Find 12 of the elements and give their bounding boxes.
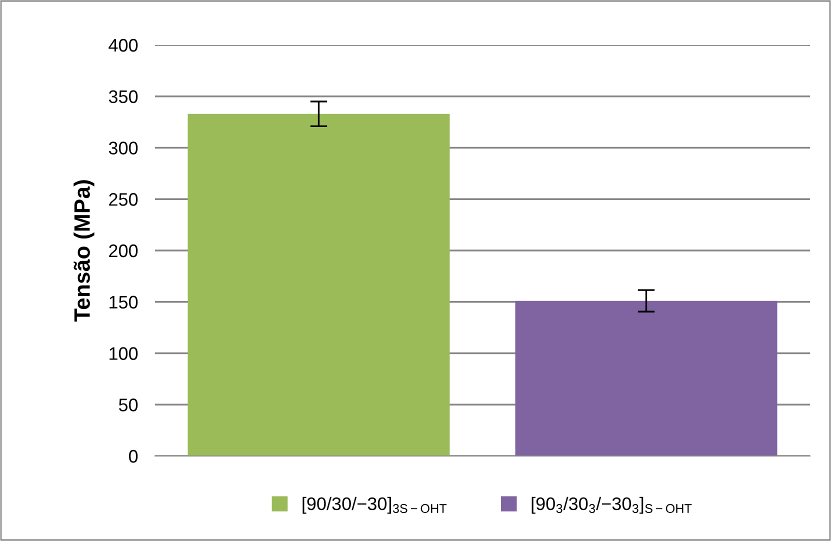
y-tick-label: 100: [110, 347, 138, 360]
y-tick-label: 0: [129, 450, 138, 463]
y-tick-label: 350: [108, 90, 138, 104]
legend-label: [90$_{3}$/30$_{3}$/−30$_{3}$]$_{S−OHT}$: [532, 496, 692, 514]
y-tick-label: 300: [108, 142, 138, 154]
y-axis-title: Tensão (MPa): [74, 180, 94, 322]
y-tick-label: 200: [109, 244, 138, 258]
y-tick-label: 400: [108, 38, 138, 52]
legend-label: [90/30/−30]$_{3S−OHT}$: [302, 496, 447, 514]
y-tick-label: 50: [118, 398, 138, 412]
y-tick-label: 150: [110, 296, 138, 309]
y-tick-label: 250: [109, 193, 138, 206]
